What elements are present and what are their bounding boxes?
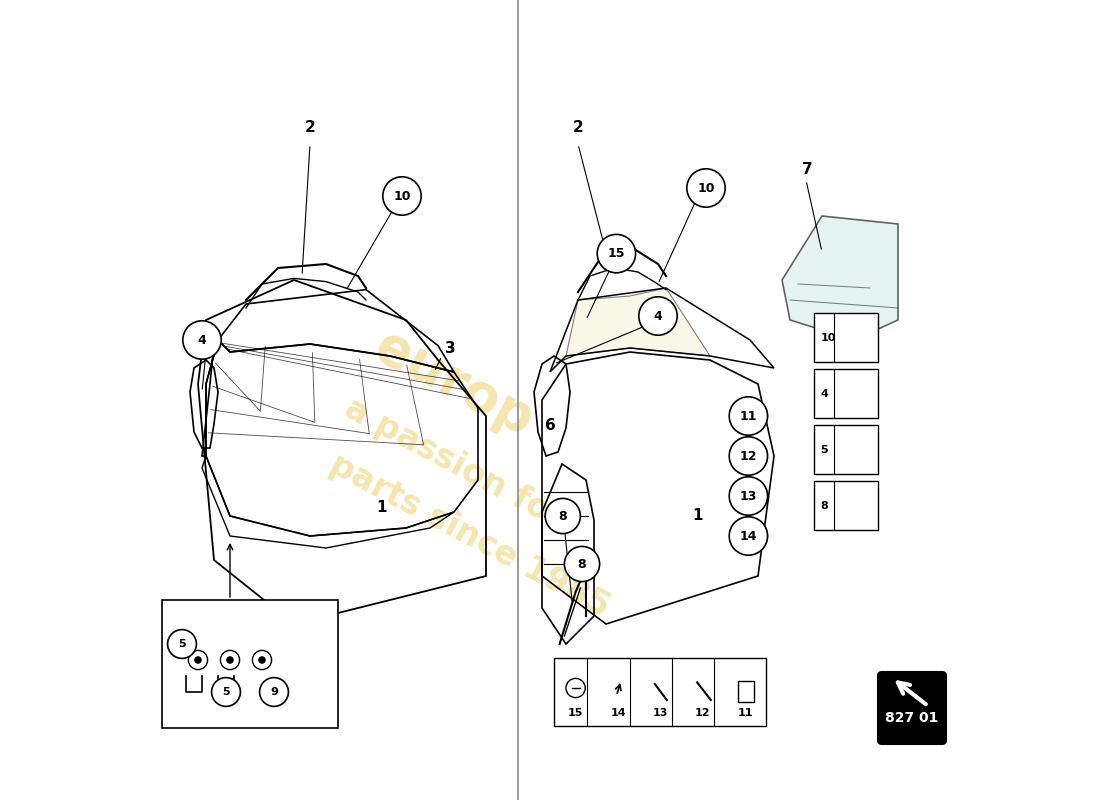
Text: 10: 10 (821, 333, 836, 342)
Text: 5: 5 (821, 445, 828, 454)
Circle shape (729, 397, 768, 435)
FancyBboxPatch shape (814, 313, 878, 362)
Text: 2: 2 (573, 121, 583, 135)
Text: 8: 8 (578, 558, 586, 570)
FancyBboxPatch shape (814, 481, 878, 530)
Circle shape (220, 650, 240, 670)
Text: 1: 1 (693, 509, 703, 523)
Text: 11: 11 (737, 708, 752, 718)
Text: 827 01: 827 01 (886, 710, 938, 725)
Text: 4: 4 (821, 389, 828, 398)
Circle shape (729, 477, 768, 515)
Text: 14: 14 (739, 530, 757, 542)
Text: 8: 8 (559, 510, 568, 522)
Circle shape (564, 546, 600, 582)
Text: 15: 15 (568, 708, 583, 718)
Text: 10: 10 (697, 182, 715, 194)
Text: 14: 14 (610, 708, 626, 718)
FancyBboxPatch shape (878, 672, 946, 744)
Circle shape (252, 650, 272, 670)
Text: 15: 15 (607, 247, 625, 260)
Text: 12: 12 (739, 450, 757, 462)
Text: 6: 6 (546, 418, 557, 433)
Text: 11: 11 (739, 410, 757, 422)
Text: 2: 2 (305, 121, 316, 135)
Text: parts since 1985: parts since 1985 (324, 448, 616, 624)
Text: 1: 1 (376, 501, 387, 515)
Circle shape (195, 657, 201, 663)
Text: 4: 4 (198, 334, 207, 346)
Text: 13: 13 (739, 490, 757, 502)
Circle shape (167, 630, 197, 658)
FancyBboxPatch shape (814, 369, 878, 418)
Polygon shape (782, 216, 898, 340)
Text: 7: 7 (802, 162, 813, 177)
Circle shape (183, 321, 221, 359)
Text: 5: 5 (222, 687, 230, 697)
Circle shape (597, 234, 636, 273)
Text: 3: 3 (444, 341, 455, 355)
Circle shape (260, 678, 288, 706)
Text: 10: 10 (394, 190, 410, 202)
Text: 5: 5 (221, 686, 230, 698)
Circle shape (211, 678, 241, 706)
Text: 9: 9 (270, 686, 278, 698)
FancyBboxPatch shape (814, 425, 878, 474)
Circle shape (546, 498, 581, 534)
Circle shape (639, 297, 678, 335)
Circle shape (686, 169, 725, 207)
Circle shape (729, 517, 768, 555)
Circle shape (258, 657, 265, 663)
Text: 8: 8 (821, 501, 828, 510)
Circle shape (729, 437, 768, 475)
Circle shape (383, 177, 421, 215)
Text: a passion for: a passion for (339, 392, 570, 536)
FancyBboxPatch shape (554, 658, 766, 726)
Polygon shape (566, 288, 710, 356)
Text: 9: 9 (271, 687, 278, 697)
Text: 5: 5 (178, 639, 186, 649)
Text: 5: 5 (177, 638, 186, 650)
Circle shape (227, 657, 233, 663)
Text: europ: europ (365, 321, 542, 447)
Text: 4: 4 (653, 310, 662, 322)
FancyBboxPatch shape (162, 600, 338, 728)
Circle shape (188, 650, 208, 670)
Text: 13: 13 (652, 708, 668, 718)
FancyBboxPatch shape (738, 681, 754, 702)
Text: 12: 12 (695, 708, 711, 718)
Circle shape (566, 678, 585, 698)
